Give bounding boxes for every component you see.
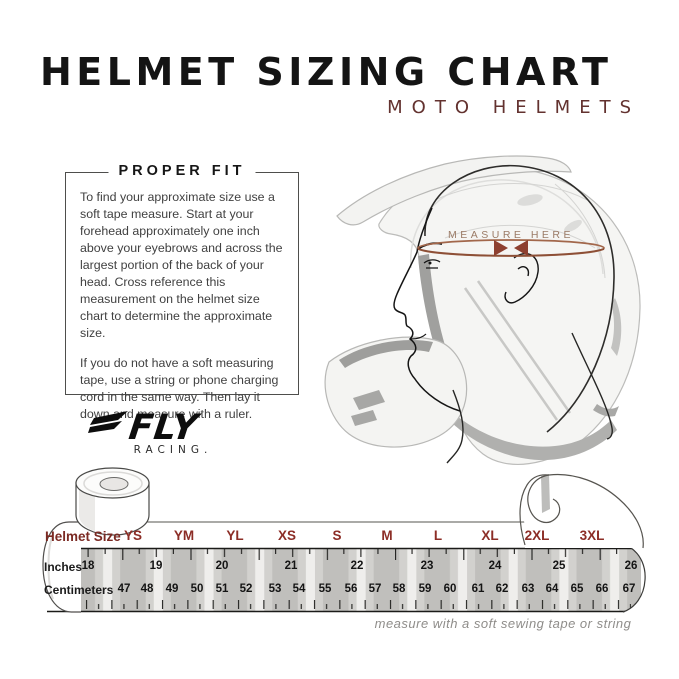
proper-fit-paragraph-1: To find your approximate size use a soft… xyxy=(80,190,283,340)
neck-line-front xyxy=(446,389,464,464)
tape-header-label: Helmet Size xyxy=(45,529,121,544)
cm-value: 53 xyxy=(268,583,282,595)
cm-value: 66 xyxy=(595,583,609,595)
cm-value: 56 xyxy=(344,583,358,595)
cm-value: 59 xyxy=(418,583,432,595)
cm-value: 62 xyxy=(495,583,509,595)
size-label: L xyxy=(433,528,443,543)
proper-fit-box: PROPER FIT To find your approximate size… xyxy=(65,163,299,421)
size-label: YS xyxy=(123,528,143,543)
size-label: M xyxy=(381,528,393,543)
cm-value: 60 xyxy=(443,583,457,595)
helmet-drawing: MEASURE HERE xyxy=(324,155,641,465)
tape-right-curl xyxy=(519,473,646,549)
inches-value: 20 xyxy=(215,560,229,572)
cm-value: 47 xyxy=(117,583,131,595)
size-label: S xyxy=(332,528,342,543)
face-profile xyxy=(393,207,461,412)
cm-value: 65 xyxy=(570,583,584,595)
inches-value: 22 xyxy=(350,560,364,572)
helmet-illustration: MEASURE HERE xyxy=(315,148,660,488)
cm-value: 50 xyxy=(190,583,204,595)
cm-value: 67 xyxy=(622,583,636,595)
tape-spool xyxy=(75,467,150,536)
proper-fit-paragraph-2: If you do not have a soft measuring tape… xyxy=(80,355,279,421)
inches-row-label: Inches xyxy=(44,560,83,574)
size-label: XS xyxy=(277,528,297,543)
cm-value: 48 xyxy=(140,583,154,595)
cm-value: 51 xyxy=(215,583,229,595)
cm-value: 52 xyxy=(239,583,253,595)
size-label: 2XL xyxy=(524,528,550,543)
cm-value: 49 xyxy=(165,583,179,595)
fly-logo-graphic: FLY RACING. xyxy=(88,408,213,456)
size-label: YL xyxy=(226,528,244,543)
fly-racing-subtext: RACING. xyxy=(134,444,213,456)
head-outline xyxy=(424,164,615,433)
page-title: HELMET SIZING CHART xyxy=(40,50,613,94)
inches-value: 18 xyxy=(81,560,95,572)
tape-note: measure with a soft sewing tape or strin… xyxy=(374,616,632,631)
fly-logo-text: FLY xyxy=(122,408,204,448)
page-subtitle: MOTO HELMETS xyxy=(387,97,640,118)
inches-value: 24 xyxy=(488,560,502,572)
fly-racing-logo: FLY RACING. xyxy=(88,406,258,458)
inches-value: 26 xyxy=(624,560,638,572)
cm-value: 63 xyxy=(521,583,535,595)
measure-arrow-left xyxy=(494,240,508,256)
helmet-visor xyxy=(336,155,572,226)
size-label: XL xyxy=(481,528,499,543)
helmet-chin-bar xyxy=(324,336,468,448)
cm-value: 58 xyxy=(392,583,406,595)
cm-value: 57 xyxy=(368,583,382,595)
header: HELMET SIZING CHART MOTO HELMETS xyxy=(40,50,640,118)
proper-fit-heading: PROPER FIT xyxy=(108,163,256,179)
measure-here-label: MEASURE HERE xyxy=(448,229,574,241)
cm-value: 54 xyxy=(292,583,306,595)
tape-graphic xyxy=(42,467,650,613)
measuring-tape: Helmet Size YS YM YL XS S M L XL 2XL 3XL… xyxy=(35,465,650,637)
inches-value: 25 xyxy=(552,560,566,572)
cm-value: 61 xyxy=(471,583,485,595)
cm-value: 55 xyxy=(318,583,332,595)
neck-line-back xyxy=(571,332,613,440)
cm-row-label: Centimeters xyxy=(44,583,114,597)
tape-left-curl xyxy=(43,522,81,612)
inches-value: 19 xyxy=(149,560,163,572)
cm-value: 64 xyxy=(545,583,559,595)
measure-arrow-right xyxy=(514,240,528,256)
size-label: YM xyxy=(173,528,195,543)
inches-value: 21 xyxy=(284,560,298,572)
inches-value: 23 xyxy=(420,560,434,572)
size-label: 3XL xyxy=(579,528,605,543)
